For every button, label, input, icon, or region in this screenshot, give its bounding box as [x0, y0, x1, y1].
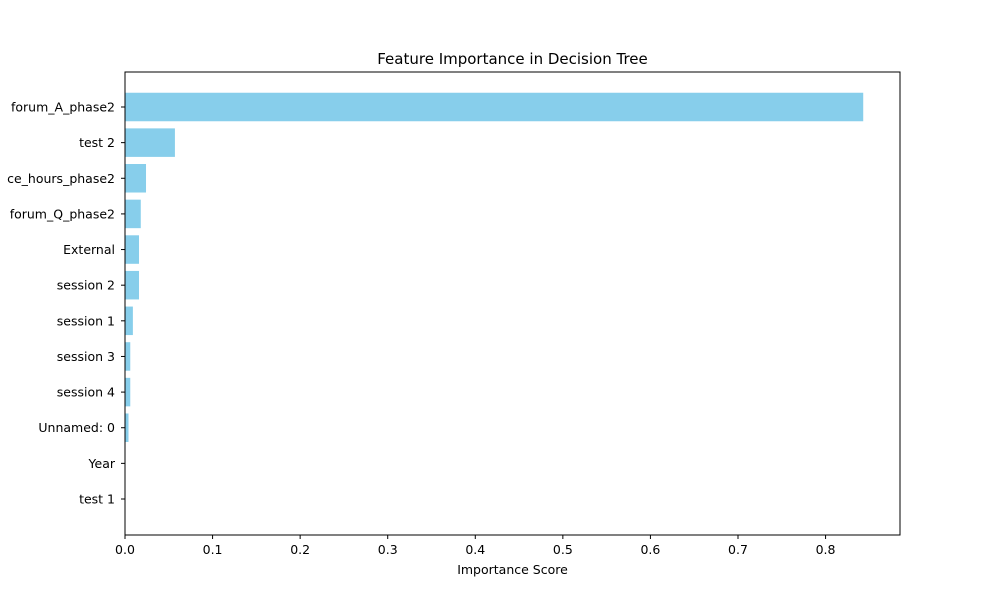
bar-2 [125, 164, 147, 193]
x-axis: 0.0 0.1 0.2 0.3 0.4 0.5 0.6 0.7 0.8 [115, 535, 836, 557]
x-tick-label: 0.2 [290, 542, 310, 557]
y-tick-label: forum_Q_phase2 [10, 206, 115, 221]
x-tick-label: 0.3 [378, 542, 398, 557]
y-tick-label: Unnamed: 0 [38, 420, 115, 435]
plot-frame [124, 71, 901, 536]
y-tick-label: test 2 [79, 135, 115, 150]
bar-3 [125, 199, 141, 229]
bar-4 [125, 235, 140, 264]
x-tick-label: 0.1 [203, 542, 223, 557]
x-tick-label: 0.7 [728, 542, 748, 557]
x-tick-label: 0.0 [115, 542, 135, 557]
bar-7 [125, 342, 131, 371]
x-tick-label: 0.8 [816, 542, 836, 557]
y-tick-label: session 2 [57, 278, 115, 293]
y-tick-label: External [63, 242, 115, 257]
bar-9 [125, 413, 129, 442]
x-tick-label: 0.5 [553, 542, 573, 557]
y-tick-label: session 3 [57, 349, 115, 364]
x-tick-label: 0.6 [640, 542, 660, 557]
y-tick-label: Year [88, 456, 116, 471]
y-tick-label: session 4 [57, 385, 115, 400]
x-axis-title: Importance Score [457, 562, 568, 577]
bar-0 [125, 92, 864, 122]
bar-6 [125, 306, 133, 336]
y-tick-label: ce_hours_phase2 [7, 171, 115, 186]
chart-title: Feature Importance in Decision Tree [377, 50, 648, 68]
bar-8 [125, 377, 131, 407]
bars-group [125, 92, 864, 442]
bar-5 [125, 270, 140, 300]
bar-1 [125, 128, 175, 157]
y-tick-label: forum_A_phase2 [11, 100, 115, 115]
x-tick-label: 0.4 [465, 542, 485, 557]
y-tick-label: test 1 [79, 492, 115, 507]
y-tick-label: session 1 [57, 313, 115, 328]
